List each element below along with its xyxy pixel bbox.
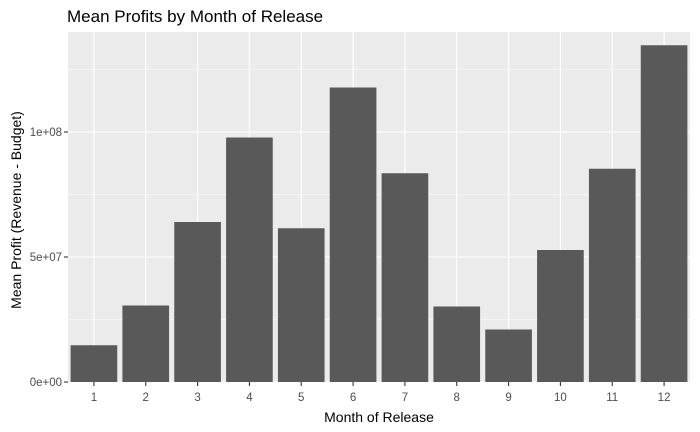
bar-month-4 bbox=[226, 137, 273, 382]
x-tick-label: 5 bbox=[298, 392, 304, 404]
bar-month-11 bbox=[588, 168, 636, 382]
x-tick-label: 12 bbox=[658, 392, 671, 404]
x-tick-label: 9 bbox=[505, 392, 511, 404]
x-tick-label: 10 bbox=[554, 392, 567, 404]
plot-panel bbox=[68, 32, 690, 382]
y-tick-label: 0e+00 bbox=[30, 377, 62, 389]
bar-month-5 bbox=[277, 228, 325, 382]
x-tick-label: 8 bbox=[454, 392, 460, 404]
bar-month-8 bbox=[433, 306, 481, 382]
bar-month-12 bbox=[640, 45, 688, 382]
bar-month-9 bbox=[485, 329, 532, 382]
y-axis-title: Mean Profit (Revenue - Budget) bbox=[8, 111, 24, 309]
bar-month-10 bbox=[537, 250, 584, 382]
bars bbox=[70, 45, 688, 382]
bar-month-2 bbox=[122, 305, 170, 382]
x-tick-label: 6 bbox=[350, 392, 356, 404]
bar-month-7 bbox=[381, 173, 429, 382]
x-axis-title: Month of Release bbox=[324, 409, 434, 425]
x-tick-label: 1 bbox=[91, 392, 97, 404]
bar-month-3 bbox=[174, 222, 221, 382]
chart-title: Mean Profits by Month of Release bbox=[67, 7, 323, 26]
x-tick-label: 4 bbox=[246, 392, 253, 404]
bar-month-6 bbox=[329, 87, 377, 382]
x-tick-label: 7 bbox=[402, 392, 408, 404]
bar-month-1 bbox=[70, 345, 118, 382]
x-tick-label: 3 bbox=[194, 392, 200, 404]
x-tick-label: 11 bbox=[606, 392, 618, 404]
y-tick-label: 1e+08 bbox=[30, 127, 62, 139]
x-tick-label: 2 bbox=[143, 392, 149, 404]
y-tick-label: 5e+07 bbox=[30, 252, 62, 264]
